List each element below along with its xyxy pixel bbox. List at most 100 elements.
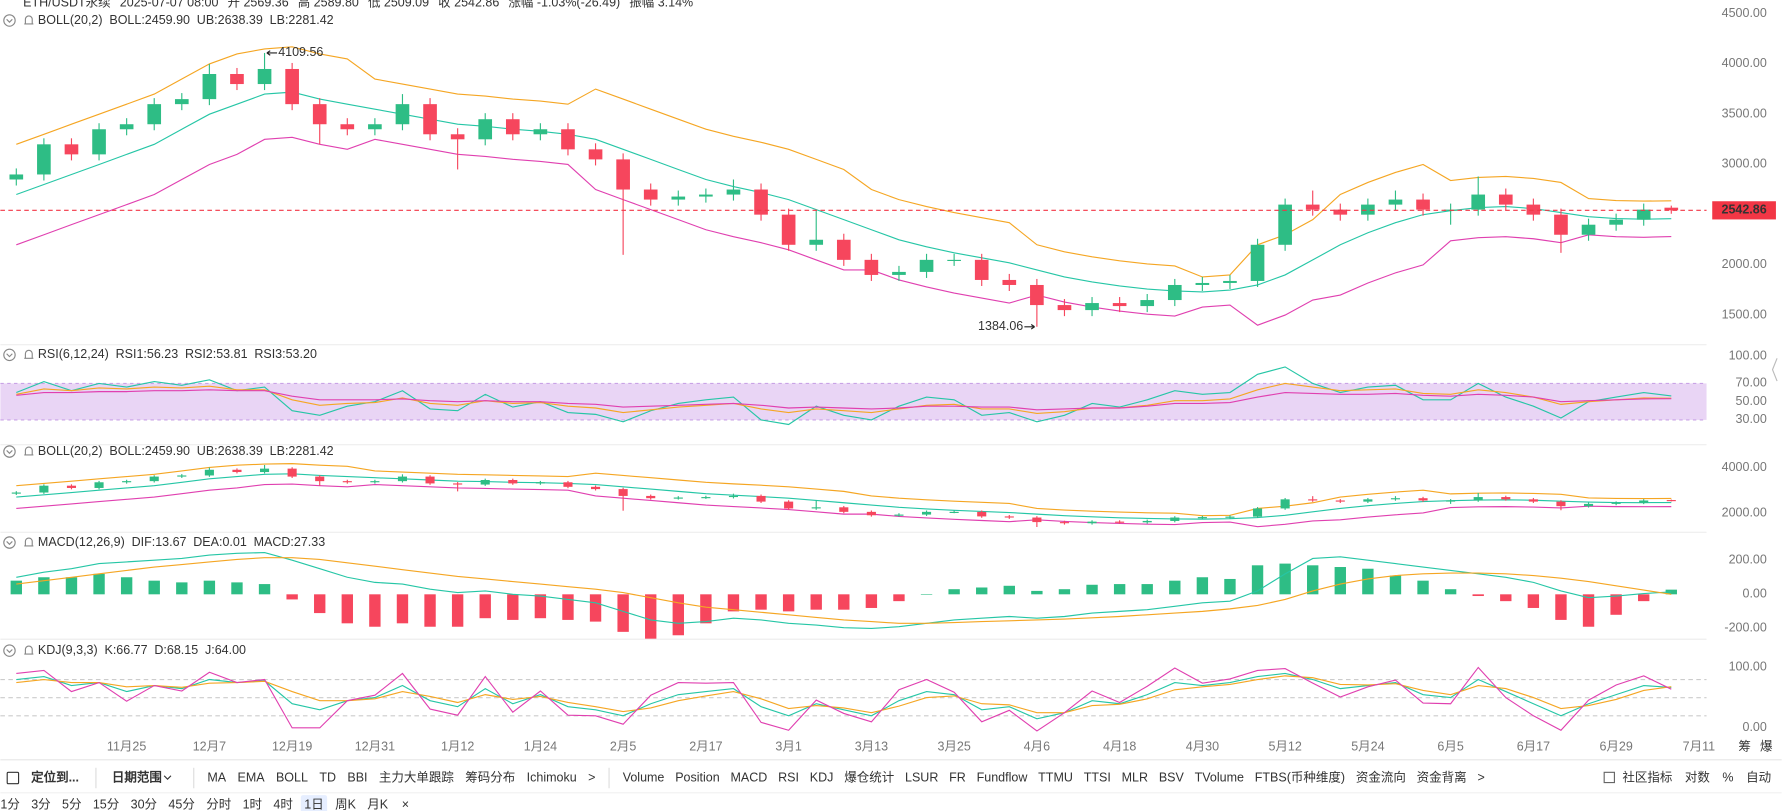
- toolbar-item[interactable]: RSI: [778, 770, 799, 784]
- macd-bar: [148, 580, 160, 595]
- candle-body: [480, 480, 490, 485]
- interval-item[interactable]: 1日: [304, 798, 323, 811]
- candle-body: [1308, 499, 1318, 501]
- x-tick-label: 12月19: [272, 740, 312, 754]
- indicator-title: RSI(6,12,24): [38, 347, 109, 361]
- toolbar-item[interactable]: Position: [675, 770, 720, 784]
- toolbar-item[interactable]: 资金背离: [1417, 769, 1467, 784]
- collapse-icon[interactable]: [6, 353, 13, 358]
- axis-mark[interactable]: 筹: [1738, 739, 1751, 754]
- band-line: [16, 483, 1672, 528]
- candle-body: [230, 74, 244, 85]
- alert-icon[interactable]: [24, 446, 34, 456]
- candle-body: [1636, 209, 1651, 220]
- toolbar-item[interactable]: BOLL: [276, 770, 308, 784]
- legend-entry: LB:2281.42: [270, 444, 334, 458]
- candle-body: [1225, 516, 1235, 518]
- toolbar-item[interactable]: 对数: [1685, 769, 1710, 784]
- toolbar-item[interactable]: LSUR: [905, 770, 938, 784]
- interval-item[interactable]: 15分: [93, 798, 119, 811]
- interval-item[interactable]: 3分: [31, 798, 50, 811]
- toolbar-item[interactable]: Fundflow: [977, 770, 1029, 784]
- collapse-icon[interactable]: [6, 18, 13, 23]
- macd-bar: [1389, 575, 1402, 595]
- candle-body: [177, 475, 187, 477]
- toolbar-item[interactable]: 自动: [1746, 770, 1771, 784]
- interval-item[interactable]: 4时: [273, 798, 293, 811]
- toolbar-item[interactable]: %: [1722, 770, 1733, 784]
- y-tick-label: 30.00: [1736, 412, 1767, 426]
- toolbar-item[interactable]: KDJ: [810, 770, 834, 784]
- collapse-handle[interactable]: [1771, 358, 1778, 382]
- candle-body: [1666, 500, 1676, 502]
- toolbar-item[interactable]: BBI: [347, 770, 367, 784]
- alert-icon[interactable]: [24, 645, 34, 655]
- close-button[interactable]: ×: [402, 798, 409, 811]
- toolbar-item[interactable]: MA: [207, 770, 226, 784]
- locate-button[interactable]: 定位到...: [30, 769, 79, 784]
- toolbar-item[interactable]: MACD: [731, 770, 768, 784]
- macd-bar: [782, 594, 795, 612]
- toolbar-item[interactable]: Volume: [623, 770, 665, 784]
- collapse-icon[interactable]: [3, 644, 16, 657]
- collapse-icon[interactable]: [3, 14, 16, 27]
- candle-body: [1335, 500, 1345, 502]
- macd-bar: [893, 594, 905, 602]
- annotation-arrow: [266, 50, 278, 56]
- toolbar-item[interactable]: TD: [319, 770, 336, 784]
- toolbar-item[interactable]: 资金流向: [1356, 769, 1406, 784]
- interval-item[interactable]: 30分: [131, 798, 157, 811]
- candle-body: [340, 124, 355, 130]
- interval-item[interactable]: 月K: [367, 798, 389, 811]
- toolbar-item[interactable]: 爆仓统计: [844, 770, 894, 784]
- collapse-icon[interactable]: [6, 450, 13, 455]
- toolbar-item[interactable]: Ichimoku: [527, 770, 577, 784]
- candle-body: [1112, 303, 1127, 307]
- candle-body: [122, 481, 132, 483]
- collapse-icon[interactable]: [3, 536, 16, 549]
- toolbar-item[interactable]: 筹码分布: [465, 769, 515, 784]
- candle-body: [260, 468, 270, 473]
- candle-body: [1446, 500, 1456, 502]
- alert-icon[interactable]: [24, 349, 34, 359]
- indicator-line: [16, 366, 1672, 426]
- macd-bar: [120, 577, 133, 595]
- collapse-icon[interactable]: [6, 649, 13, 654]
- axis-mark[interactable]: 爆: [1760, 740, 1773, 754]
- toolbar-item[interactable]: FTBS(币种维度): [1255, 769, 1345, 784]
- toolbar-item[interactable]: TVolume: [1195, 770, 1244, 784]
- toolbar-item[interactable]: TTSI: [1084, 770, 1111, 784]
- interval-item[interactable]: 周K: [335, 798, 357, 811]
- candle-body: [1030, 284, 1044, 306]
- collapse-icon[interactable]: [3, 445, 16, 458]
- candle-body: [39, 485, 49, 493]
- indicator-line: [16, 672, 1672, 720]
- interval-item[interactable]: 5分: [62, 798, 81, 811]
- y-tick-label: 4500.00: [1722, 6, 1767, 20]
- interval-item[interactable]: 45分: [168, 798, 194, 811]
- alert-icon[interactable]: [24, 537, 34, 547]
- alert-icon[interactable]: [24, 15, 34, 25]
- candle-body: [397, 476, 408, 482]
- legend-entry: UB:2638.39: [197, 444, 263, 458]
- toolbar-item[interactable]: MLR: [1122, 770, 1148, 784]
- toolbar-item[interactable]: EMA: [238, 770, 266, 784]
- toolbar-item[interactable]: 社区指标: [1622, 769, 1672, 784]
- community-icon[interactable]: [1603, 771, 1615, 784]
- interval-item[interactable]: 1分: [0, 798, 19, 811]
- interval-item[interactable]: 分时: [206, 798, 232, 811]
- date-range-button[interactable]: 日期范围: [112, 769, 162, 784]
- interval-item[interactable]: 1时: [243, 798, 263, 811]
- toolbar-item[interactable]: FR: [949, 770, 966, 784]
- toolbar-item[interactable]: BSV: [1159, 770, 1185, 784]
- candle-body: [949, 511, 959, 513]
- candle-body: [1388, 199, 1403, 205]
- toolbar-item[interactable]: >: [588, 770, 595, 784]
- collapse-icon[interactable]: [6, 541, 13, 546]
- collapse-icon[interactable]: [3, 348, 16, 362]
- locate-icon[interactable]: [6, 771, 20, 785]
- toolbar-item[interactable]: >: [1478, 770, 1485, 784]
- toolbar-item[interactable]: 主力大单跟踪: [379, 770, 455, 784]
- toolbar-item[interactable]: TTMU: [1038, 770, 1073, 784]
